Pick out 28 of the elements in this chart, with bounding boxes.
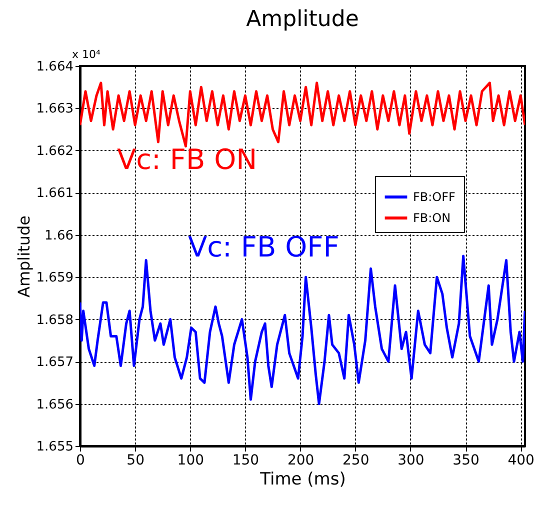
- y-tick-label: 1.664: [36, 60, 74, 74]
- x-tick-label: 200: [287, 452, 314, 468]
- y-tick-label: 1.659: [36, 270, 74, 286]
- x-axis-title: Time (ms): [259, 470, 346, 490]
- y-tick-label: 1.662: [36, 144, 74, 159]
- line-series: [80, 82, 525, 148]
- y-axis-title: Amplitude: [14, 216, 34, 298]
- x-tick-label: 250: [342, 452, 370, 468]
- x-tick-label: 0: [76, 452, 85, 468]
- y-tick-label: 1.658: [36, 312, 74, 328]
- x-tick-label: 150: [232, 452, 260, 468]
- y-tick-label: 1.663: [36, 102, 74, 117]
- text: x 10⁴: [72, 48, 102, 61]
- y-tick-label: 1.655: [36, 440, 74, 454]
- legend-label: FB:ON: [413, 211, 451, 225]
- y-tick-label: 1.656: [36, 397, 74, 412]
- chart-title: Amplitude: [246, 7, 359, 32]
- x-tick-label: 300: [398, 452, 424, 468]
- y-tick-label: 1.66: [44, 228, 74, 244]
- x-tick-label: 350: [452, 452, 480, 468]
- y-tick-label: 1.661: [36, 186, 74, 202]
- x-tick-label: 100: [177, 452, 204, 468]
- x-tick-label: 50: [126, 452, 144, 468]
- y-tick-label: 1.657: [36, 355, 74, 370]
- annotation: Vc: FB ON: [117, 143, 258, 176]
- x-tick-label: 400: [508, 452, 534, 468]
- annotation: Vc: FB OFF: [188, 230, 340, 264]
- legend-label: FB:OFF: [413, 190, 456, 204]
